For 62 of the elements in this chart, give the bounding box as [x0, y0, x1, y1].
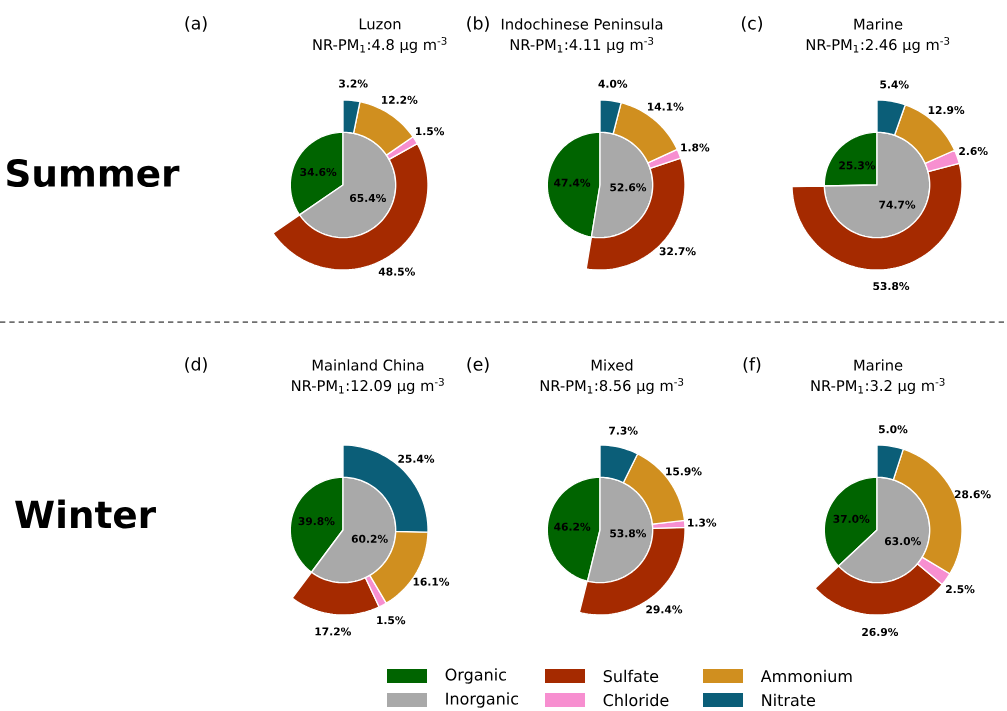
chart-subtitle: NR-PM$_{1}$:12.09 μg m$^{-3}$ — [292, 378, 444, 394]
data-label: 5.4% — [880, 80, 909, 89]
legend-label: Chloride — [603, 693, 669, 707]
chart-title: Marine — [854, 359, 903, 371]
chart-title: Mixed — [591, 359, 633, 371]
legend-label: Inorganic — [446, 692, 519, 708]
legend-label: Nitrate — [762, 693, 816, 707]
data-label: 1.5% — [416, 127, 445, 136]
chart-subtitle: NR-PM$_{1}$:4.11 μg m$^{-3}$ — [510, 37, 654, 53]
legend-label: Ammonium — [760, 669, 852, 683]
data-label: 46.2% — [554, 522, 591, 531]
chart-title: Luzon — [359, 18, 401, 30]
chart-subtitle: NR-PM$_{1}$:3.2 μg m$^{-3}$ — [811, 378, 945, 394]
legend-label: Sulfate — [603, 669, 659, 683]
text: (d) — [185, 357, 207, 373]
data-label: 29.4% — [646, 605, 683, 614]
data-label: 28.6% — [954, 490, 991, 499]
data-label: 15.9% — [666, 467, 702, 476]
data-label: 4.0% — [598, 79, 628, 88]
data-label: 32.7% — [659, 247, 696, 256]
data-label: 25.4% — [398, 454, 435, 463]
data-label: 74.7% — [879, 200, 916, 209]
data-label: 1.8% — [681, 143, 710, 152]
data-label: 39.8% — [298, 517, 335, 526]
chart-title: Mainland China — [312, 359, 424, 371]
data-label: 5.0% — [879, 425, 908, 434]
data-label: 53.8% — [610, 529, 647, 538]
text: Summer — [7, 158, 180, 188]
data-label: 2.6% — [959, 147, 988, 156]
data-label: 37.0% — [833, 514, 870, 523]
text: (c) — [741, 16, 762, 32]
data-label: 7.3% — [609, 426, 638, 435]
data-label: 3.2% — [339, 79, 368, 88]
data-label: 16.1% — [413, 577, 450, 586]
data-label: 53.8% — [873, 282, 910, 291]
data-label: 25.3% — [839, 161, 876, 170]
data-label: 52.6% — [610, 183, 647, 192]
text: (f) — [743, 357, 761, 373]
chart-subtitle: NR-PM$_{1}$:4.8 μg m$^{-3}$ — [313, 37, 447, 53]
data-label: 48.5% — [378, 267, 415, 276]
data-label: 60.2% — [351, 534, 388, 543]
data-label: 34.6% — [300, 167, 337, 177]
text: Winter — [15, 499, 156, 529]
data-label: 63.0% — [884, 537, 921, 546]
data-label: 1.5% — [377, 616, 406, 625]
text: (e) — [467, 357, 489, 373]
data-label: 17.2% — [315, 627, 351, 636]
chart-title: Marine — [854, 18, 903, 30]
data-label: 47.4% — [554, 178, 591, 187]
data-label: 1.3% — [688, 518, 717, 527]
text: (b) — [467, 16, 489, 32]
chart-title: Indochinese Peninsula — [501, 18, 663, 30]
text: (a) — [185, 16, 207, 32]
data-label: 12.2% — [381, 95, 418, 104]
data-label: 14.1% — [648, 102, 684, 111]
data-label: 12.9% — [928, 105, 965, 115]
data-label: 65.4% — [349, 193, 386, 203]
chart-subtitle: NR-PM$_{1}$:8.56 μg m$^{-3}$ — [540, 378, 684, 394]
data-label: 2.5% — [946, 585, 975, 594]
data-label: 26.9% — [862, 627, 899, 637]
legend-label: Organic — [445, 668, 506, 684]
chart-subtitle: NR-PM$_{1}$:2.46 μg m$^{-3}$ — [806, 37, 950, 53]
